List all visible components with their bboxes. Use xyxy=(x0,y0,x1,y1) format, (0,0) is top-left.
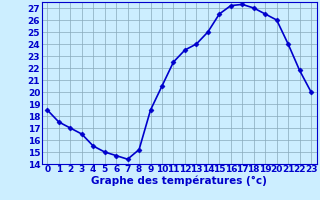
X-axis label: Graphe des températures (°c): Graphe des températures (°c) xyxy=(91,176,267,186)
